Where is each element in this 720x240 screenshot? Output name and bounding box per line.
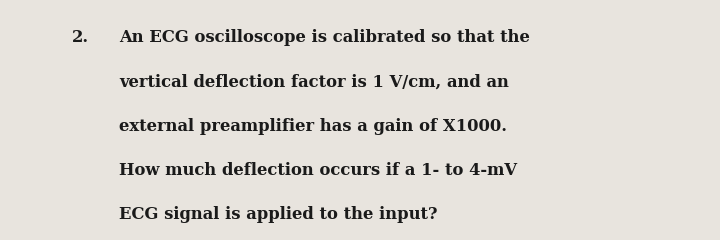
Text: An ECG oscilloscope is calibrated so that the: An ECG oscilloscope is calibrated so tha… xyxy=(119,29,530,46)
Text: How much deflection occurs if a 1- to 4-mV: How much deflection occurs if a 1- to 4-… xyxy=(119,162,517,179)
Text: external preamplifier has a gain of X1000.: external preamplifier has a gain of X100… xyxy=(119,118,507,135)
Text: 2.: 2. xyxy=(72,29,89,46)
Text: vertical deflection factor is 1 V/cm, and an: vertical deflection factor is 1 V/cm, an… xyxy=(119,73,508,90)
Text: ECG signal is applied to the input?: ECG signal is applied to the input? xyxy=(119,206,437,223)
